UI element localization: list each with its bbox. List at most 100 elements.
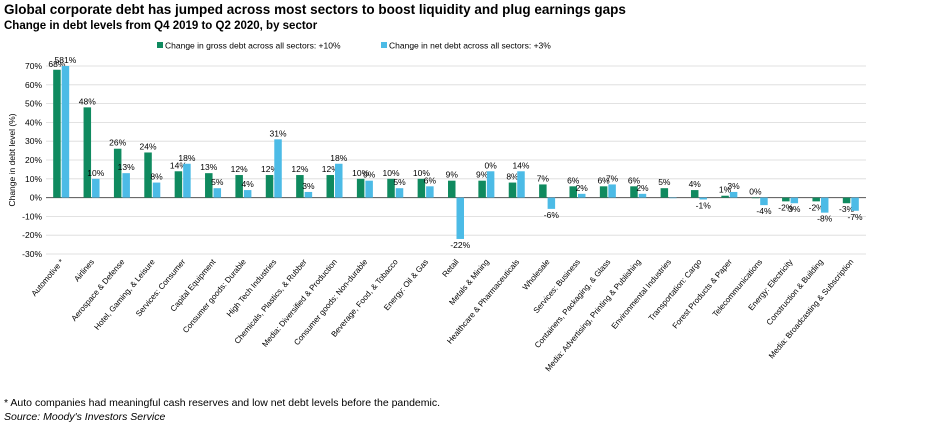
net-debt-bar <box>820 197 829 213</box>
y-tick-label: 50% <box>25 99 42 109</box>
gross-debt-value-label: 48% <box>79 96 96 106</box>
gross-debt-value-label: 9% <box>446 170 459 180</box>
x-category-label: Construction & Building <box>765 258 825 327</box>
gross-debt-bar <box>83 107 92 198</box>
gross-debt-bar <box>842 197 851 204</box>
gross-debt-value-label: -2% <box>778 202 794 212</box>
net-debt-bar <box>486 171 495 198</box>
gross-debt-bar <box>721 195 729 198</box>
gross-debt-bar <box>113 148 122 198</box>
net-debt-value-label: 7% <box>606 173 619 183</box>
x-category-label: Wholesale <box>521 257 552 292</box>
gross-debt-bar <box>235 175 243 198</box>
gross-debt-bar <box>356 178 365 198</box>
net-debt-value-label: 10% <box>87 168 104 178</box>
gross-debt-bar <box>296 175 304 198</box>
x-category-label: Hotel, Gaming, & Leisure <box>92 257 157 332</box>
gross-debt-value-label: 1% <box>719 185 732 195</box>
legend-label: Change in net debt across all sectors: +… <box>389 41 551 51</box>
gross-debt-value-label: 26% <box>109 138 126 148</box>
gross-debt-value-label: 7% <box>537 173 550 183</box>
x-category-label: Aerospace & Defense <box>70 257 127 323</box>
gross-debt-value-label: 14% <box>170 160 187 170</box>
net-debt-value-label: 6% <box>424 175 437 185</box>
net-debt-bar <box>456 197 464 239</box>
net-debt-value-label: 31% <box>270 128 287 138</box>
footnote: * Auto companies had meaningful cash res… <box>4 397 441 409</box>
legend-label: Change in gross debt across all sectors:… <box>165 41 341 51</box>
gross-debt-bar <box>660 188 669 198</box>
gross-debt-value-label: 12% <box>322 164 339 174</box>
gross-debt-bar <box>569 186 577 198</box>
gross-debt-bar <box>144 152 152 198</box>
gross-debt-bar <box>782 197 790 202</box>
net-debt-bar <box>608 184 616 198</box>
net-debt-bar <box>426 186 434 198</box>
gross-debt-value-label: 6% <box>628 175 641 185</box>
net-debt-value-label: 5% <box>393 177 406 187</box>
gross-debt-bar <box>53 69 61 198</box>
y-axis-title: Change in debt level (%) <box>7 113 17 206</box>
net-debt-value-label: 8% <box>150 172 163 182</box>
gross-debt-bar <box>448 180 456 198</box>
net-debt-value-label: 18% <box>330 153 347 163</box>
net-debt-value-label: -22% <box>450 240 470 250</box>
net-debt-bar <box>395 188 404 198</box>
gross-debt-bar <box>690 190 699 198</box>
chart-subtitle: Change in debt levels from Q4 2019 to Q2… <box>4 20 318 32</box>
net-debt-bar <box>213 188 222 198</box>
gross-debt-bar <box>265 175 274 198</box>
net-debt-value-label: 9% <box>363 170 376 180</box>
gross-debt-value-label: 4% <box>689 179 702 189</box>
gross-debt-value-label: -3% <box>839 204 855 214</box>
gross-debt-value-label: 10% <box>413 168 430 178</box>
x-category-label: Environmental Industries <box>610 258 673 331</box>
y-tick-label: 60% <box>25 80 42 90</box>
gross-debt-bar <box>478 180 486 198</box>
net-debt-value-label: 14% <box>512 160 529 170</box>
y-tick-label: 70% <box>25 61 42 71</box>
net-debt-bar <box>335 163 343 198</box>
net-debt-bar <box>274 139 282 198</box>
net-debt-value-label: 2% <box>636 183 649 193</box>
gross-debt-bar <box>387 178 395 198</box>
net-debt-bar <box>304 191 313 198</box>
gross-debt-value-label: 10% <box>383 168 400 178</box>
gross-debt-bar <box>417 178 426 198</box>
net-debt-bar <box>517 171 525 198</box>
net-debt-bar <box>122 173 130 198</box>
x-category-label: Retail <box>440 257 460 279</box>
source-note: Source: Moody's Investors Service <box>4 411 166 423</box>
gross-debt-value-label: -2% <box>809 202 825 212</box>
gross-debt-value-label: 68% <box>48 59 65 69</box>
y-tick-label: 10% <box>25 174 42 184</box>
net-debt-bar <box>365 180 373 198</box>
y-tick-label: 30% <box>25 136 42 146</box>
x-category-label: Forest Products & Paper <box>671 257 734 330</box>
net-debt-bar <box>577 193 586 198</box>
net-debt-bar <box>851 197 859 211</box>
gross-debt-bar <box>812 197 820 202</box>
net-debt-bar <box>638 193 647 198</box>
net-debt-value-label: -6% <box>544 210 560 220</box>
bar-chart: -30% -20% -10% 0% 10% 20% 30% 40% 50% 60% 70% Chang… <box>7 41 866 373</box>
gross-debt-value-label: 10% <box>352 168 369 178</box>
y-tick-label: -10% <box>22 211 42 221</box>
gross-debt-bar <box>205 173 213 198</box>
net-debt-value-label: 0% <box>484 160 497 170</box>
net-debt-value-label: 581% <box>55 55 77 65</box>
net-debt-bar <box>760 197 768 206</box>
net-debt-value-label: 2% <box>576 183 589 193</box>
net-debt-bar <box>61 66 70 198</box>
x-category-label: Transportation: Cargo <box>647 257 704 323</box>
gross-debt-value-label: 24% <box>140 141 157 151</box>
net-debt-bar <box>92 178 100 198</box>
y-tick-label: 0% <box>30 193 43 203</box>
gross-debt-value-label: 9% <box>476 170 489 180</box>
y-tick-label: 40% <box>25 117 42 127</box>
gross-debt-bar <box>751 197 760 199</box>
net-debt-bar <box>183 163 191 198</box>
gross-debt-value-label: 12% <box>261 164 278 174</box>
net-debt-bar <box>790 197 799 204</box>
gross-debt-bar <box>539 184 547 198</box>
